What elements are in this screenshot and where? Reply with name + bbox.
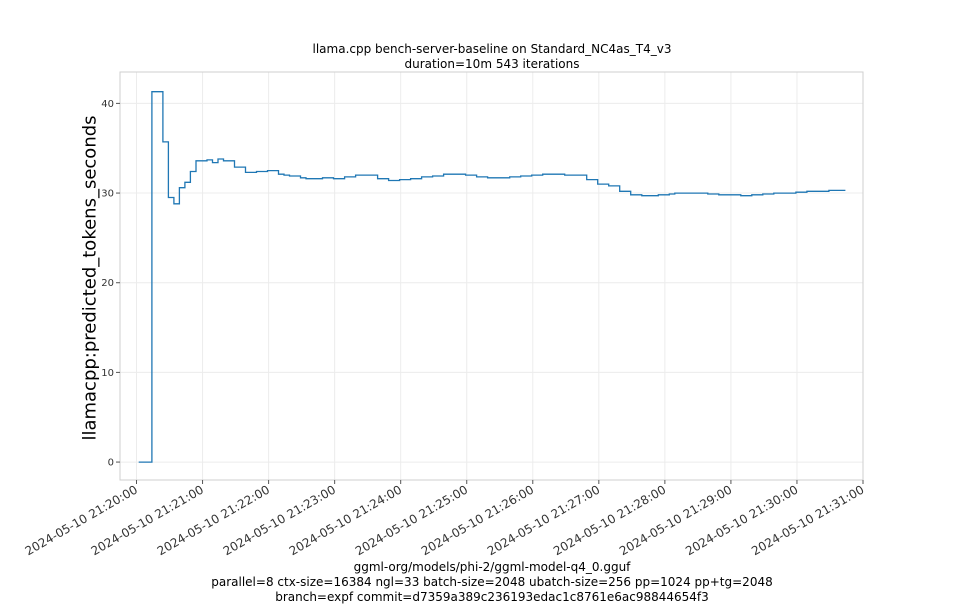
x-tick-label: 2024-05-10 21:24:00 (287, 482, 404, 558)
y-tick-label: 30 (101, 189, 114, 200)
x-tick-label: 2024-05-10 21:25:00 (353, 482, 470, 558)
grid (120, 72, 864, 480)
y-axis-label: llamacpp:predicted_tokens_seconds (79, 115, 101, 441)
chart-title: llama.cpp bench-server-baseline on Stand… (312, 42, 672, 56)
x-tick-label: 2024-05-10 21:23:00 (221, 482, 338, 558)
x-tick-label: 2024-05-10 21:29:00 (617, 482, 734, 558)
x-tick-label: 2024-05-10 21:28:00 (551, 482, 668, 558)
footer-line-branch: branch=expf commit=d7359a389c236193edac1… (275, 590, 709, 604)
series-line (138, 91, 846, 463)
x-tick-label: 2024-05-10 21:22:00 (155, 482, 272, 558)
x-tick-label: 2024-05-10 21:30:00 (683, 482, 800, 558)
x-tick-label: 2024-05-10 21:20:00 (23, 482, 140, 558)
x-tick-label: 2024-05-10 21:31:00 (749, 482, 866, 558)
y-axis: 0 10 20 30 40 (101, 99, 120, 469)
x-tick-label: 2024-05-10 21:21:00 (89, 482, 206, 558)
chart-subtitle: duration=10m 543 iterations (404, 57, 580, 71)
x-tick-label: 2024-05-10 21:26:00 (419, 482, 536, 558)
y-tick-label: 20 (101, 278, 114, 289)
y-tick-label: 40 (101, 99, 114, 110)
plot-frame (119, 71, 864, 481)
footer-line-model: ggml-org/models/phi-2/ggml-model-q4_0.gg… (353, 560, 631, 574)
footer-line-params: parallel=8 ctx-size=16384 ngl=33 batch-s… (211, 575, 773, 589)
y-tick-label: 0 (108, 458, 114, 469)
y-tick-label: 10 (101, 368, 114, 379)
x-tick-label: 2024-05-10 21:27:00 (485, 482, 602, 558)
